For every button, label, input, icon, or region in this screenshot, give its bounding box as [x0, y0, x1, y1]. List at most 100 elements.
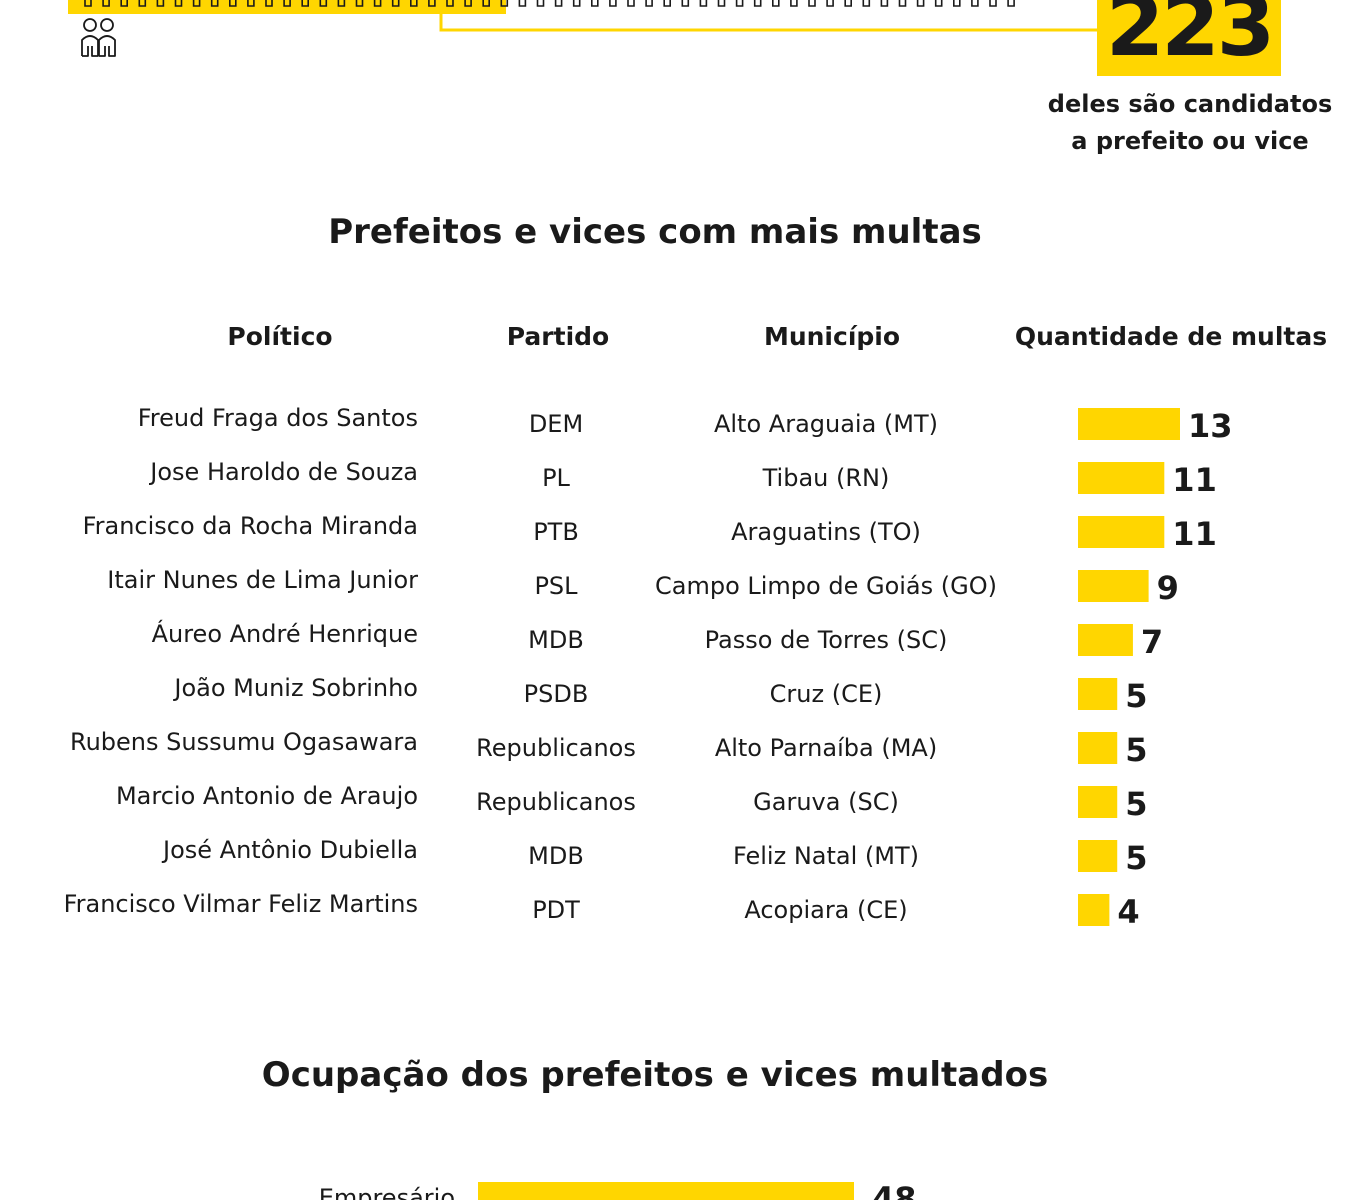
fines-value-label: 9	[1157, 569, 1179, 607]
candidate-count-caption: deles são candidatos a prefeito ou vice	[1020, 86, 1360, 160]
table-row: Freud Fraga dos Santos DEM Alto Araguaia (…	[0, 404, 1366, 459]
fines-bar	[1078, 570, 1149, 602]
table-row: Francisco Vilmar Feliz Martins PDT Acopiar…	[0, 890, 1366, 945]
party-name: PDT	[532, 896, 580, 924]
politician-name: Rubens Sussumu Ogasawara	[70, 728, 418, 756]
person-icon	[934, 0, 943, 7]
table-row: Jose Haroldo de Souza PL Tibau (RN)	[0, 458, 1366, 513]
party-name: PTB	[533, 518, 579, 546]
highlight-bar	[68, 0, 506, 14]
fines-value-label: 5	[1125, 677, 1147, 715]
city-name: Passo de Torres (SC)	[704, 626, 948, 654]
fines-section-title: Prefeitos e vices com mais multas	[328, 212, 982, 252]
person-icon	[446, 0, 454, 7]
person-icon	[355, 0, 364, 7]
table-row: Francisco da Rocha Miranda PTB Araguatins …	[0, 512, 1366, 567]
person-icon	[319, 0, 328, 7]
fines-value-label: 11	[1172, 461, 1217, 499]
person-icon	[391, 0, 400, 7]
candidate-count: 223	[1097, 0, 1281, 76]
fines-bar	[1078, 894, 1110, 926]
person-icon	[826, 0, 834, 7]
person-icon	[373, 0, 382, 7]
person-icon	[717, 0, 726, 7]
person-icon	[1007, 0, 1015, 7]
person-icon	[102, 0, 110, 7]
fines-bar	[1078, 408, 1180, 440]
person-icon	[138, 0, 147, 7]
column-header-fines-count: Quantidade de multas	[1014, 322, 1328, 351]
fines-value-label: 5	[1125, 839, 1147, 877]
fines-value-label: 11	[1172, 515, 1217, 553]
connector-line	[439, 14, 1097, 32]
person-icon	[862, 0, 871, 7]
table-row: Rubens Sussumu Ogasawara Republicanos Alto…	[0, 728, 1366, 783]
city-name: Tibau (RN)	[762, 464, 890, 492]
fines-bar	[1078, 624, 1133, 656]
caption-line-1: deles são candidatos	[1047, 90, 1333, 118]
fines-bar	[1078, 786, 1118, 818]
person-icon	[410, 0, 418, 7]
occupation-bar-chart: Empresário 48	[319, 1180, 917, 1200]
fines-bar	[1078, 840, 1118, 872]
column-header-party: Partido	[506, 322, 610, 351]
person-icon	[627, 0, 635, 7]
person-icon	[210, 0, 219, 7]
city-name: Alto Araguaia (MT)	[713, 410, 939, 438]
person-icon	[428, 0, 436, 7]
table-row: Itair Nunes de Lima Junior PSL Campo Limpo…	[0, 566, 1366, 621]
person-icon	[916, 0, 925, 7]
person-icon	[663, 0, 671, 7]
party-name: DEM	[528, 410, 584, 438]
person-icon	[880, 0, 889, 7]
politician-name: João Muniz Sobrinho	[174, 674, 418, 702]
fines-value-label: 4	[1117, 893, 1139, 931]
table-row: Áureo André Henrique MDB Passo de Torres (…	[0, 620, 1366, 675]
occupation-section-title: Ocupação dos prefeitos e vices multados	[261, 1055, 1049, 1095]
person-icon	[898, 0, 907, 7]
person-icon	[772, 0, 780, 7]
politician-name: Áureo André Henrique	[151, 620, 418, 648]
person-icon	[572, 0, 581, 7]
fines-bar	[1078, 462, 1165, 494]
person-icon	[518, 0, 527, 7]
politician-name: Francisco Vilmar Feliz Martins	[63, 890, 418, 918]
person-icon	[265, 0, 273, 7]
table-row: José Antônio Dubiella MDB Feliz Natal (MT)	[0, 836, 1366, 891]
politician-name: José Antônio Dubiella	[163, 836, 418, 864]
person-icon	[681, 0, 690, 7]
person-icon	[482, 0, 490, 7]
politician-name: Francisco da Rocha Miranda	[82, 512, 418, 540]
city-name: Acopiara (CE)	[744, 896, 908, 924]
politician-name: Freud Fraga dos Santos	[137, 404, 418, 432]
table-row: João Muniz Sobrinho PSDB Cruz (CE)	[0, 674, 1366, 729]
politician-name: Marcio Antonio de Araujo	[115, 782, 418, 810]
person-icon	[753, 0, 762, 7]
person-icon	[464, 0, 472, 7]
person-icon	[84, 0, 92, 7]
politician-name: Itair Nunes de Lima Junior	[107, 566, 418, 594]
person-icon	[989, 0, 997, 7]
person-icon	[735, 0, 744, 7]
party-name: MDB	[528, 626, 584, 654]
party-name: PL	[542, 464, 570, 492]
fines-bar	[1078, 516, 1165, 548]
fines-value-label: 13	[1188, 407, 1233, 445]
table-row: Marcio Antonio de Araujo Republicanos Garu…	[0, 782, 1366, 837]
person-icon	[247, 0, 255, 7]
occupation-bar	[478, 1182, 854, 1200]
city-name: Campo Limpo de Goiás (GO)	[655, 572, 997, 600]
person-icon	[337, 0, 346, 7]
fines-value-label: 5	[1125, 731, 1147, 769]
fines-value-label: 7	[1141, 623, 1163, 661]
person-icon	[536, 0, 545, 7]
person-icon	[645, 0, 653, 7]
person-icon	[844, 0, 852, 7]
person-icon	[120, 0, 128, 7]
party-name: Republicanos	[476, 788, 636, 816]
fines-bar	[1078, 678, 1118, 710]
person-icon	[808, 0, 816, 7]
party-name: PSL	[534, 572, 578, 600]
person-icon	[229, 0, 237, 7]
person-icon	[971, 0, 979, 7]
